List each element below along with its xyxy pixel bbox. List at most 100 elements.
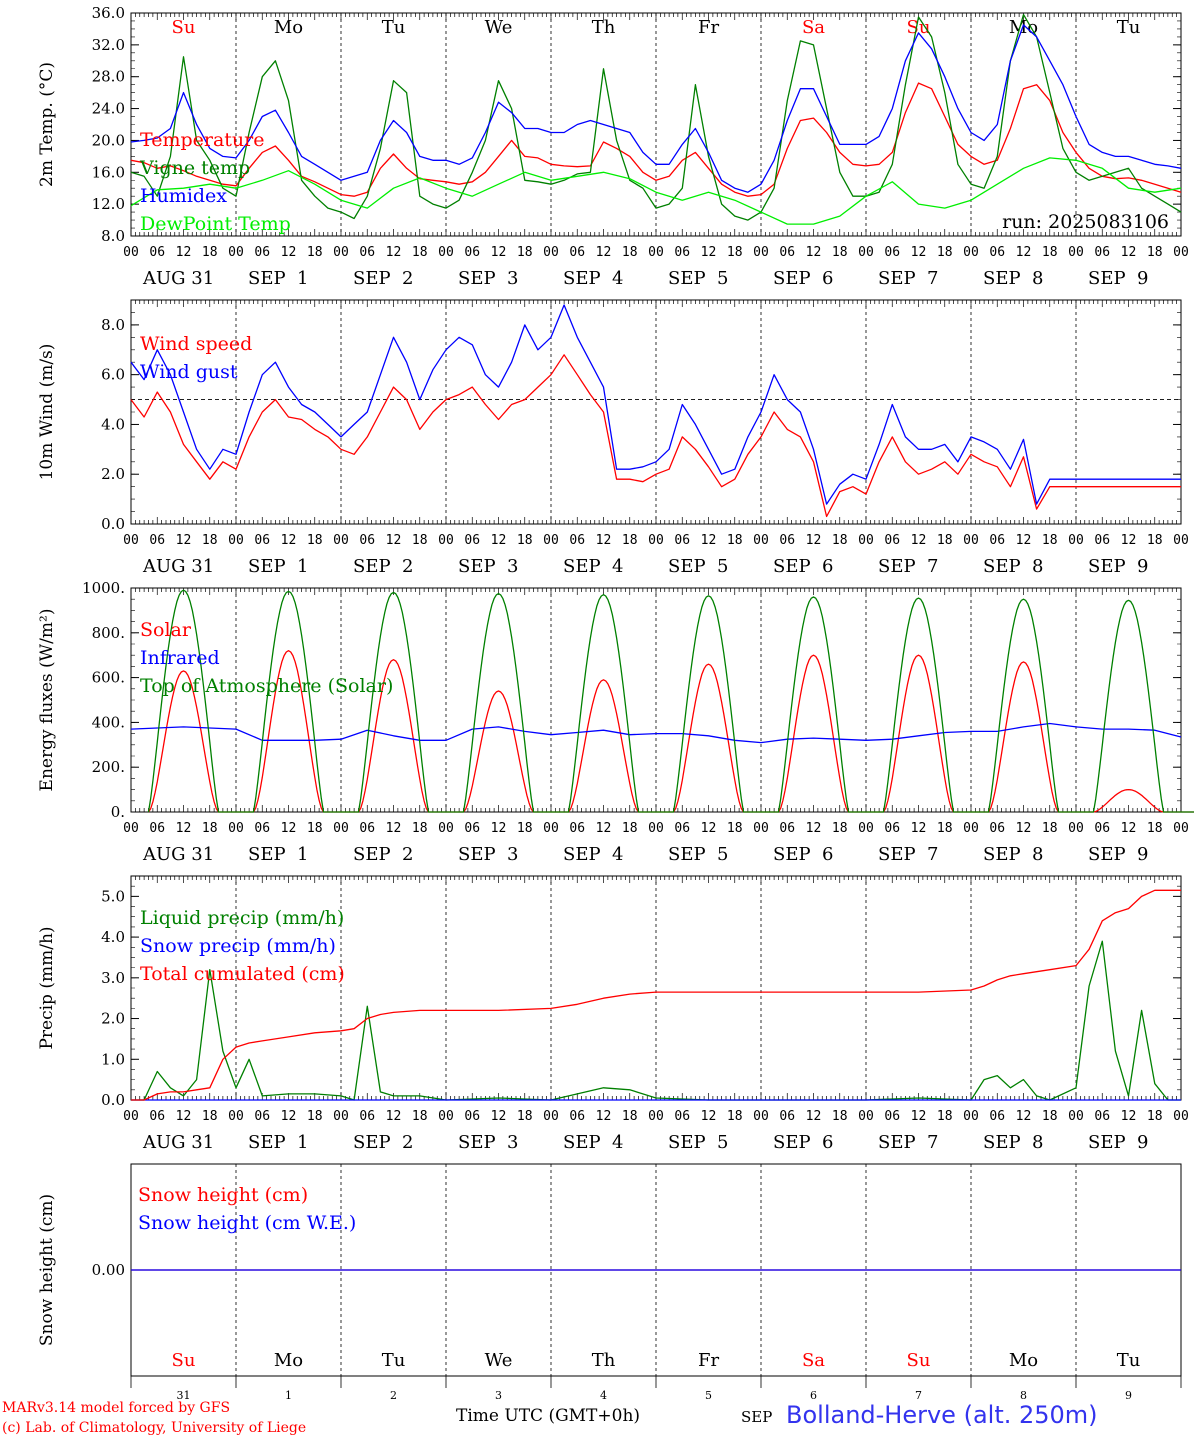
hour-label: 00	[228, 533, 244, 548]
hour-label: 18	[622, 1109, 638, 1124]
hour-label: 12	[1016, 1109, 1032, 1124]
hour-label: 18	[727, 1109, 743, 1124]
hour-label: 12	[1121, 245, 1137, 260]
hour-label: 12	[281, 821, 297, 836]
y-tick-label: 32.0	[92, 36, 125, 54]
hour-label: 12	[806, 533, 822, 548]
hour-label: 00	[543, 1109, 559, 1124]
y-axis-label: 10m Wind (m/s)	[37, 344, 57, 481]
date-label: SEP 5	[668, 556, 728, 577]
y-tick-label: 3.0	[101, 969, 125, 987]
panel-precip: 0.0 1.0 2.0 3.0 4.0 5.0 Precip (mm/h) 00 06 12 18 A…	[37, 875, 1189, 1153]
date-label: SEP 4	[563, 844, 623, 865]
legend-entry: Vigne temp	[139, 157, 250, 179]
hour-label: 06	[779, 533, 795, 548]
hour-label: 06	[779, 1109, 795, 1124]
series-wind-speed	[130, 354, 1181, 518]
date-label: SEP 6	[773, 844, 833, 865]
y-tick-label: 1000.	[82, 579, 125, 597]
date-label: SEP 9	[1088, 556, 1148, 577]
hour-label: 06	[464, 245, 480, 260]
hour-label: 18	[727, 533, 743, 548]
hour-label: 00	[858, 821, 874, 836]
hour-label: 00	[333, 245, 349, 260]
hour-label: 06	[674, 533, 690, 548]
date-label: AUG 31	[142, 1132, 214, 1153]
legend-entry: Humidex	[140, 185, 227, 207]
hour-label: 06	[674, 1109, 690, 1124]
y-axis-label: 2m Temp. (°C)	[37, 62, 57, 187]
date-label: AUG 31	[142, 268, 214, 289]
hour-label: 12	[596, 245, 612, 260]
hour-label: 12	[491, 821, 507, 836]
date-label: SEP 3	[458, 268, 518, 289]
plot-frame	[130, 299, 1182, 525]
hour-label: 00	[963, 1109, 979, 1124]
day-number-label: 1	[285, 1389, 292, 1402]
hour-label: 12	[596, 821, 612, 836]
legend-entry: Snow precip (mm/h)	[140, 935, 336, 957]
y-tick-label: 5.0	[101, 887, 125, 905]
y-tick-label: 600.	[92, 669, 125, 687]
y-tick-label: 20.0	[92, 131, 125, 149]
hour-ticks	[130, 300, 1182, 524]
month-label: SEP	[741, 1408, 773, 1426]
legend-entry: Wind speed	[140, 333, 252, 355]
y-tick-label: 2.0	[101, 465, 125, 483]
hour-label: 00	[648, 1109, 664, 1124]
weekday-label: Su	[172, 17, 196, 38]
date-label: SEP 1	[248, 268, 308, 289]
date-label: SEP 2	[353, 268, 413, 289]
panel-temperature: 8.0 12.0 16.0 20.0 24.0 28.0 32.0 36.0 2m Temp. …	[37, 4, 1189, 289]
hour-label: 18	[517, 245, 533, 260]
day-number-label: 3	[495, 1389, 502, 1402]
hour-label: 18	[1147, 245, 1163, 260]
hour-label: 18	[412, 1109, 428, 1124]
hour-label: 18	[202, 1109, 218, 1124]
hour-label: 06	[779, 245, 795, 260]
date-label: SEP 6	[773, 556, 833, 577]
hour-label: 06	[989, 821, 1005, 836]
date-label: SEP 5	[668, 268, 728, 289]
hour-label: 18	[202, 245, 218, 260]
weekday-label: Sa	[802, 17, 825, 38]
hour-label: 06	[989, 245, 1005, 260]
hour-label: 18	[1147, 821, 1163, 836]
hour-label: 00	[753, 1109, 769, 1124]
hour-label: 18	[727, 821, 743, 836]
hour-label: 06	[254, 533, 270, 548]
hour-label: 00	[543, 533, 559, 548]
hour-label: 12	[806, 1109, 822, 1124]
date-label: SEP 1	[248, 556, 308, 577]
hour-label: 00	[123, 245, 139, 260]
legend-entry: Temperature	[140, 129, 264, 151]
date-label: SEP 5	[668, 1132, 728, 1153]
day-number-label: 6	[810, 1389, 817, 1402]
hour-label: 06	[1094, 821, 1110, 836]
hour-label: 00	[333, 1109, 349, 1124]
hour-label: 12	[701, 533, 717, 548]
hour-label: 12	[491, 533, 507, 548]
y-tick-label: 200.	[92, 758, 125, 776]
hour-label: 12	[491, 245, 507, 260]
hour-label: 18	[517, 1109, 533, 1124]
legend-entry: Total cumulated (cm)	[140, 963, 345, 985]
y-tick-label: 16.0	[92, 163, 125, 181]
date-label: SEP 7	[878, 556, 938, 577]
legend-entry: Infrared	[140, 647, 220, 669]
y-axis-label: Energy fluxes (W/m²)	[37, 609, 57, 792]
hour-label: 00	[648, 245, 664, 260]
hour-label: 06	[1094, 533, 1110, 548]
hour-label: 12	[386, 821, 402, 836]
day-number-label: 4	[600, 1389, 607, 1402]
hour-label: 00	[438, 1109, 454, 1124]
hour-label: 12	[911, 245, 927, 260]
day-number-label: 5	[705, 1389, 712, 1402]
hour-label: 00	[123, 533, 139, 548]
hour-label: 18	[307, 245, 323, 260]
hour-label: 00	[963, 533, 979, 548]
hour-label: 12	[1016, 245, 1032, 260]
hour-label: 12	[596, 1109, 612, 1124]
weekday-label: Fr	[698, 1350, 719, 1371]
hour-label: 00	[438, 821, 454, 836]
